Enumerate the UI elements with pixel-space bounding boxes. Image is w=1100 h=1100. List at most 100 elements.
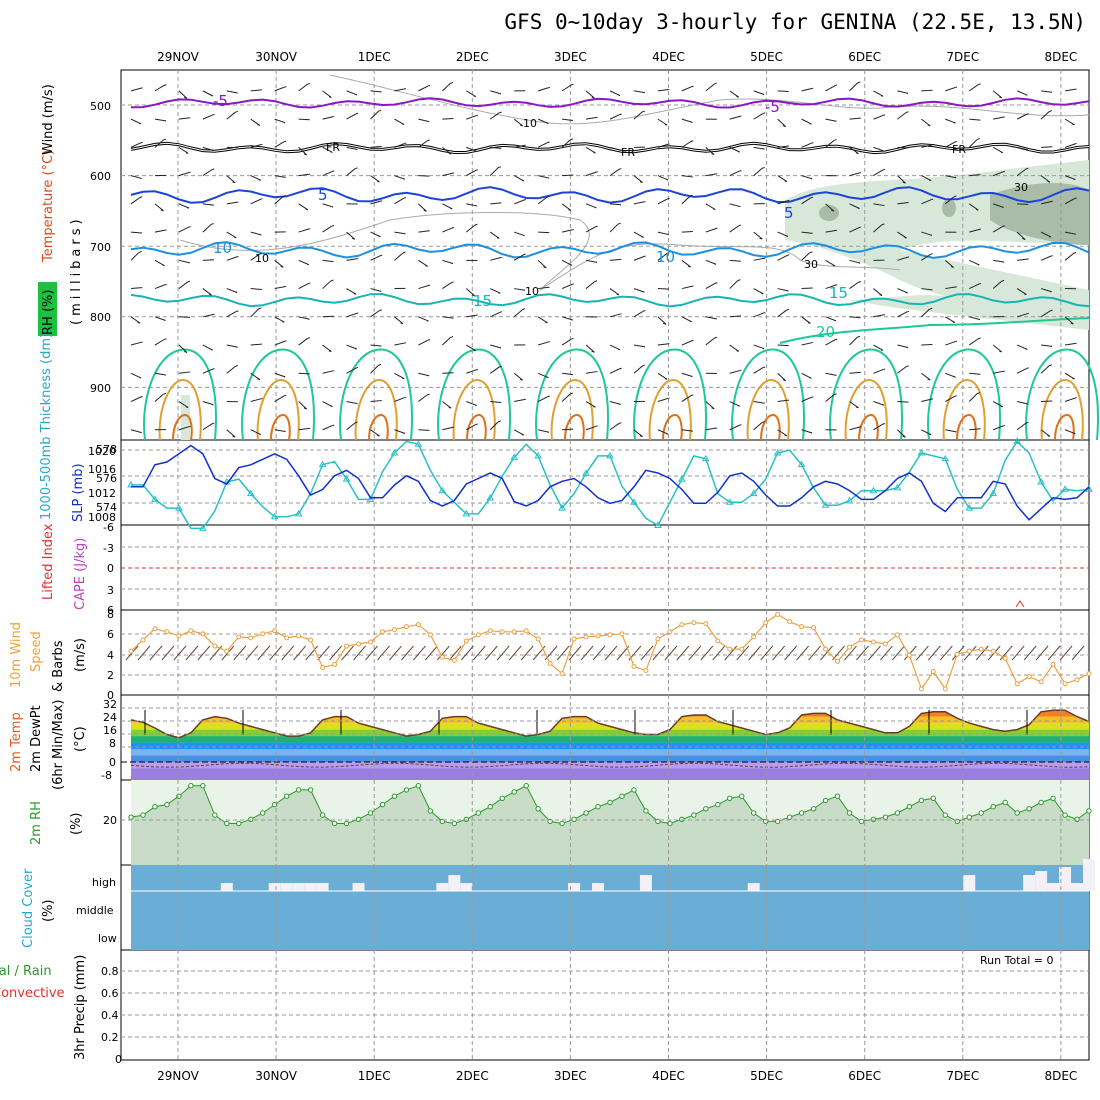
barb-shaft (1016, 344, 1028, 350)
barb-shaft (513, 254, 524, 261)
barb-feather (331, 224, 335, 227)
date-label-bottom-6DEC: 6DEC (848, 1069, 881, 1083)
ytick-600: 600 (90, 170, 111, 183)
contour-10 (130, 241, 1090, 259)
barb-shaft (490, 401, 502, 403)
wind10-speed-point (775, 611, 781, 617)
barb-shaft (657, 343, 669, 346)
barb-feather (975, 208, 979, 211)
barb-feather (809, 251, 813, 254)
slp-gridlines (121, 440, 1089, 525)
barb-shaft (897, 256, 909, 261)
barb-shaft (944, 196, 955, 205)
barb-feather (427, 393, 430, 396)
barb-shaft (202, 368, 214, 374)
thickness-point (175, 504, 183, 511)
barb-shaft (1016, 367, 1028, 374)
barb-shaft (1064, 253, 1074, 261)
contour-label-15-a: 15 (473, 292, 492, 310)
barb-shaft (633, 365, 643, 374)
wind10-speed-point (523, 628, 529, 634)
chart-title: GFS 0~10day 3-hourly for GENINA (22.5E, … (504, 10, 1086, 34)
barb-feather (1073, 252, 1077, 254)
barb-shaft (418, 372, 430, 377)
barb-shaft (466, 169, 477, 177)
wind10-barb (520, 645, 534, 661)
wind10-barb (640, 645, 654, 661)
contour-surface-30-2 (368, 413, 389, 441)
barb-shaft (1016, 168, 1027, 176)
barb-shaft (681, 86, 693, 92)
barb-shaft (777, 344, 789, 347)
wind10-speed-point (679, 622, 685, 628)
barb-feather (833, 139, 837, 141)
temp-band-10 (131, 704, 1089, 710)
rh2m-point (224, 820, 230, 827)
barb-feather (259, 252, 263, 255)
temp-band-8 (131, 716, 1089, 724)
thickness-point (270, 512, 279, 520)
rh2m-point (1074, 816, 1080, 822)
wind10-barb (1035, 645, 1049, 661)
cloud-high-bar (747, 883, 760, 891)
barb-shaft (394, 342, 406, 346)
contour-surface-30-4 (564, 413, 585, 441)
barb-shaft (969, 283, 980, 290)
cloud-high-bar (1023, 875, 1036, 891)
barb-shaft (202, 423, 213, 431)
precip-tick-0: 0 (115, 1053, 122, 1066)
barb-shaft (897, 90, 909, 94)
barb-feather (618, 422, 622, 424)
barb-shaft (921, 372, 931, 381)
barb-feather (835, 338, 838, 341)
wind10-barb (700, 645, 714, 661)
barb-feather (902, 435, 906, 438)
barb-feather (761, 166, 765, 169)
barb-shaft (729, 146, 740, 153)
barb-shaft (562, 174, 574, 177)
wind10-speed-point (703, 621, 709, 627)
thickness-point (414, 440, 423, 447)
barb-feather (759, 237, 763, 240)
wind10-speed-point (595, 633, 601, 639)
barb-feather (1048, 364, 1053, 367)
barb-feather (163, 392, 167, 395)
rh-label-30-a: 30 (1014, 181, 1028, 194)
barb-shaft (490, 256, 502, 261)
ylabel-total-rain: Total / Rain (0, 964, 52, 979)
barb-shaft (825, 229, 837, 233)
barb-shaft (490, 288, 501, 294)
barb-shaft (562, 428, 574, 431)
wind10-barb (688, 645, 702, 661)
barb-feather (618, 168, 622, 170)
barb-shaft (585, 203, 597, 209)
precip-tick-06: 0.6 (101, 987, 119, 1000)
wind10-barb (496, 645, 510, 661)
barb-shaft (466, 423, 477, 431)
barb-shaft (992, 90, 1003, 99)
barb-shaft (394, 397, 405, 402)
barb-shaft (154, 284, 166, 290)
wind10-speed-point (643, 668, 649, 674)
wind10-barb (293, 645, 307, 661)
barb-shaft (968, 84, 979, 92)
barb-shaft (394, 429, 406, 434)
cloud-high-bar (280, 883, 293, 891)
contour-surface-20-0 (143, 348, 217, 441)
barb-shaft (1064, 231, 1076, 235)
rh2m-point (1050, 795, 1056, 801)
barb-shaft (968, 203, 979, 211)
contour-label-10-b: 10 (656, 248, 675, 266)
ylabel-barbs: & Barbs (51, 640, 66, 692)
barb-feather (378, 363, 382, 366)
barb-feather (1047, 435, 1051, 437)
barb-feather (1000, 151, 1003, 154)
barb-shaft (370, 145, 382, 148)
rh2m-point (523, 783, 529, 789)
barb-shaft (178, 281, 188, 289)
barb-shaft (1041, 146, 1053, 148)
barb-shaft (753, 312, 765, 318)
temp-tick-minus8: -8 (101, 769, 112, 782)
rh-contour-upper (329, 74, 1090, 125)
rh2m-point (631, 787, 637, 793)
